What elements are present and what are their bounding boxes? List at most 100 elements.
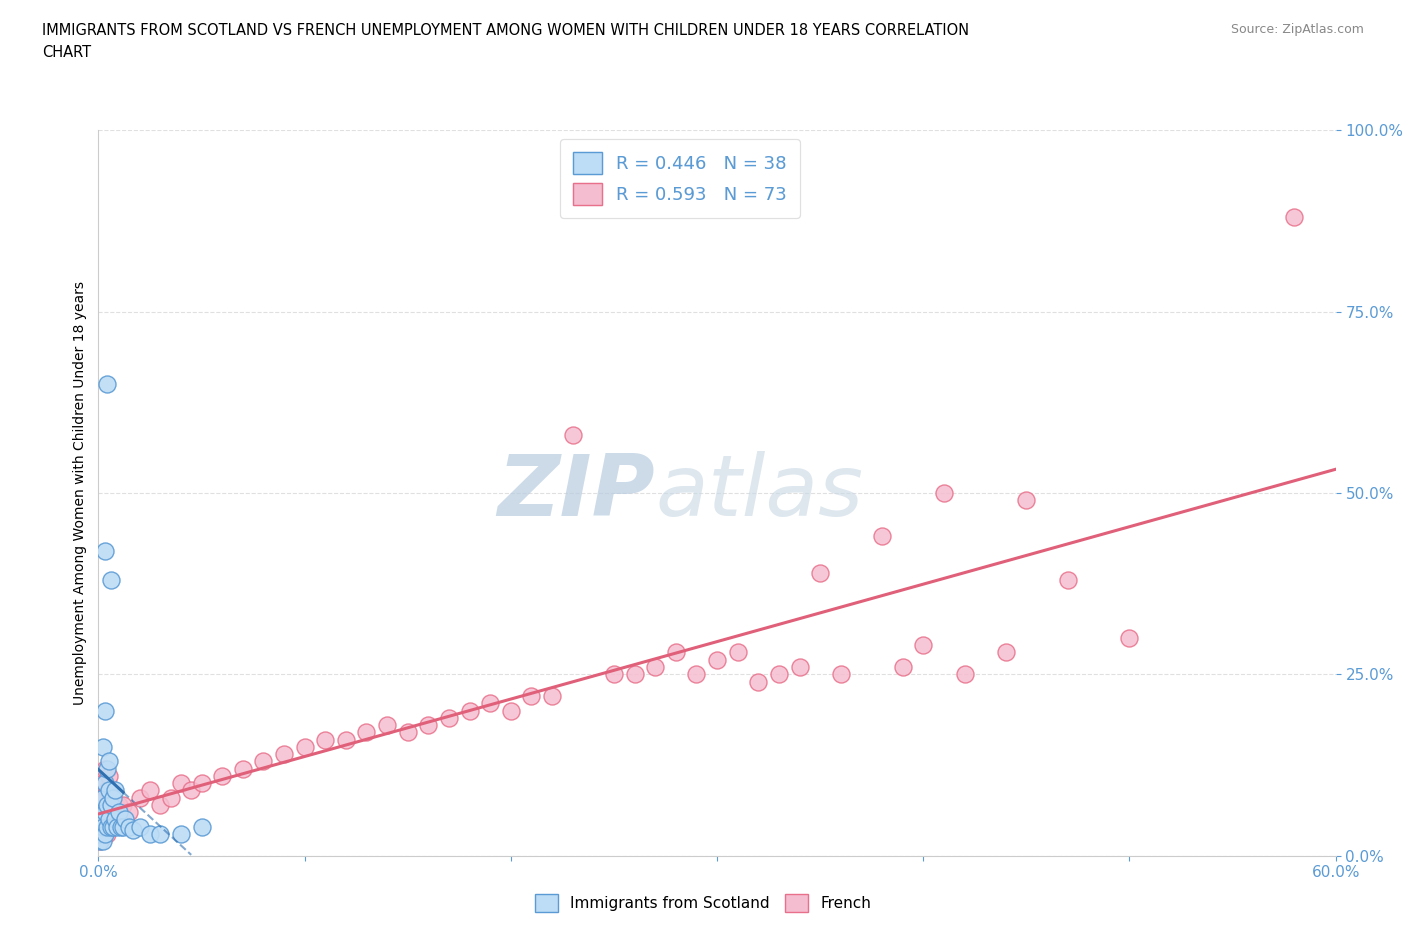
Point [180, 783, 202, 798]
Point [170, 827, 193, 842]
Point [727, 645, 749, 660]
Legend: Immigrants from Scotland, French: Immigrants from Scotland, French [529, 888, 877, 918]
Point [91, 739, 114, 754]
Point [1284, 210, 1306, 225]
Point [91, 776, 114, 790]
Point [458, 703, 481, 718]
Point [93, 703, 115, 718]
Point [89, 812, 111, 827]
Point [97, 797, 120, 812]
Point [110, 819, 132, 834]
Point [665, 645, 688, 660]
Point [93, 804, 115, 819]
Point [418, 718, 440, 733]
Text: atlas: atlas [655, 451, 863, 535]
Point [89, 790, 111, 805]
Point [789, 659, 811, 674]
Point [808, 565, 831, 580]
Point [91, 833, 114, 848]
Point [96, 804, 118, 819]
Point [499, 703, 522, 718]
Point [190, 819, 212, 834]
Point [520, 688, 543, 703]
Point [96, 797, 118, 812]
Point [159, 790, 181, 805]
Point [335, 732, 357, 747]
Point [356, 724, 378, 739]
Point [100, 797, 122, 812]
Point [561, 428, 583, 443]
Point [1056, 573, 1078, 588]
Point [479, 696, 502, 711]
Point [128, 790, 150, 805]
Point [91, 819, 114, 834]
Point [100, 573, 122, 588]
Point [170, 776, 193, 790]
Point [100, 819, 122, 834]
Text: ZIP: ZIP [498, 451, 655, 535]
Point [97, 812, 120, 827]
Point [91, 830, 114, 844]
Legend: R = 0.446   N = 38, R = 0.593   N = 73: R = 0.446 N = 38, R = 0.593 N = 73 [560, 140, 800, 218]
Point [96, 819, 118, 834]
Point [912, 638, 935, 653]
Text: CHART: CHART [42, 45, 91, 60]
Point [294, 739, 316, 754]
Point [108, 797, 131, 812]
Point [139, 827, 162, 842]
Point [114, 812, 136, 827]
Point [830, 667, 852, 682]
Point [105, 804, 128, 819]
Point [108, 804, 131, 819]
Point [437, 711, 460, 725]
Point [870, 529, 893, 544]
Point [891, 659, 914, 674]
Point [89, 812, 111, 827]
Point [100, 797, 122, 812]
Point [396, 724, 419, 739]
Point [685, 667, 707, 682]
Point [314, 732, 336, 747]
Point [112, 819, 135, 834]
Point [93, 790, 115, 805]
Point [252, 754, 274, 769]
Point [128, 819, 150, 834]
Point [149, 797, 172, 812]
Point [101, 812, 124, 827]
Point [91, 804, 114, 819]
Point [93, 776, 115, 790]
Point [97, 754, 120, 769]
Point [1118, 631, 1140, 645]
Point [104, 804, 127, 819]
Point [623, 667, 645, 682]
Point [1015, 493, 1038, 508]
Point [104, 783, 127, 798]
Text: Source: ZipAtlas.com: Source: ZipAtlas.com [1230, 23, 1364, 36]
Point [93, 761, 115, 776]
Text: IMMIGRANTS FROM SCOTLAND VS FRENCH UNEMPLOYMENT AMONG WOMEN WITH CHILDREN UNDER : IMMIGRANTS FROM SCOTLAND VS FRENCH UNEMP… [42, 23, 969, 38]
Point [101, 790, 124, 805]
Point [101, 819, 124, 834]
Point [93, 827, 115, 842]
Point [105, 819, 128, 834]
Point [96, 827, 118, 842]
Point [89, 827, 111, 842]
Point [93, 827, 115, 842]
Point [118, 819, 141, 834]
Point [104, 812, 127, 827]
Point [706, 652, 728, 667]
Point [96, 761, 118, 776]
Point [97, 768, 120, 783]
Point [96, 377, 118, 392]
Point [644, 659, 666, 674]
Point [122, 823, 145, 838]
Point [89, 833, 111, 848]
Point [91, 790, 114, 805]
Point [211, 768, 233, 783]
Point [953, 667, 976, 682]
Point [118, 804, 141, 819]
Point [112, 797, 135, 812]
Y-axis label: Unemployment Among Women with Children Under 18 years: Unemployment Among Women with Children U… [73, 281, 87, 705]
Point [139, 783, 162, 798]
Point [375, 718, 398, 733]
